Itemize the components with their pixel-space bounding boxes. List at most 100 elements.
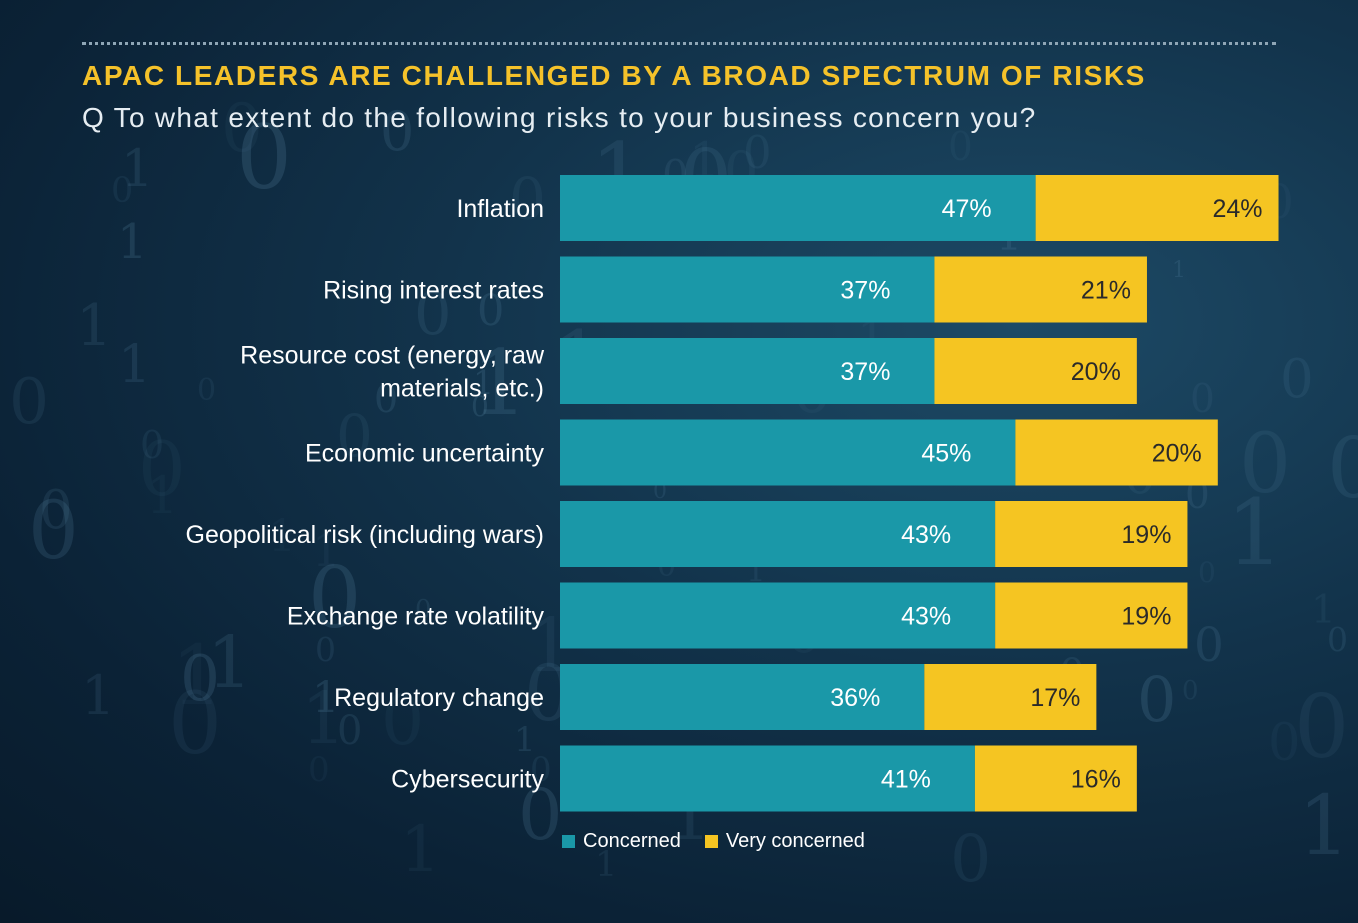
background-digit: 1 xyxy=(118,335,151,395)
chart-legend: Concerned Very concerned xyxy=(562,830,865,853)
category-label: Regulatory change xyxy=(334,684,544,712)
bar-concerned xyxy=(560,419,1016,486)
background-digit: 1 xyxy=(301,677,346,760)
category-label-line: Exchange rate volatility xyxy=(287,603,545,631)
category-label-line: materials, etc.) xyxy=(380,375,544,403)
background-digit: 0 xyxy=(336,402,373,470)
data-label-concerned: 37% xyxy=(840,358,890,386)
data-label-very-concerned: 21% xyxy=(1081,277,1131,305)
data-label-very-concerned: 20% xyxy=(1152,440,1202,468)
background-digit: 0 xyxy=(381,682,424,761)
category-label-line: Cybersecurity xyxy=(391,766,544,794)
background-digit: 1 xyxy=(514,720,536,760)
background-digit: 0 xyxy=(1268,714,1300,773)
background-digit: 0 xyxy=(1239,417,1291,512)
bar-concerned xyxy=(560,338,935,404)
legend-item-concerned: Concerned xyxy=(562,830,681,853)
background-digit: 0 xyxy=(1280,349,1314,410)
bar-very-concerned xyxy=(1015,419,1218,486)
bar-very-concerned xyxy=(995,501,1188,567)
category-label: Cybersecurity xyxy=(391,766,544,794)
background-digit: 0 xyxy=(180,642,220,715)
background-digit: 0 xyxy=(168,675,222,774)
legend-swatch-very-concerned xyxy=(704,835,718,848)
category-label-line: Rising interest rates xyxy=(323,277,544,305)
background-digit: 1 xyxy=(473,363,494,402)
category-label: Geopolitical risk (including wars) xyxy=(186,521,544,549)
background-digit: 0 xyxy=(471,390,489,423)
background-digit: 1 xyxy=(207,621,252,704)
category-label-line: Regulatory change xyxy=(334,684,544,712)
bar-concerned xyxy=(560,582,996,649)
background-digit: 0 xyxy=(39,480,73,541)
chart-title: APAC LEADERS ARE CHALLENGED BY A BROAD S… xyxy=(82,60,1146,91)
background-digit: 1 xyxy=(400,813,441,887)
background-digit: 0 xyxy=(308,750,330,790)
category-label: Exchange rate volatility xyxy=(287,603,545,631)
data-label-concerned: 45% xyxy=(921,440,971,468)
category-label: Resource cost (energy, raw materials, etc… xyxy=(240,342,545,403)
chart-subtitle: Q To what extent do the following risks … xyxy=(82,102,1037,133)
background-digit: 1 xyxy=(312,673,339,723)
background-digit: 1 xyxy=(1226,481,1284,586)
background-digit: 0 xyxy=(530,750,552,790)
background-digit: 1 xyxy=(1298,779,1350,874)
dotted-divider xyxy=(82,42,1276,45)
background-digit: 1 xyxy=(595,845,617,885)
background-digit: 0 xyxy=(140,423,164,467)
background-digit: 1 xyxy=(171,629,223,724)
background-digit: 0 xyxy=(1198,556,1216,589)
background-digit: 1 xyxy=(268,511,296,562)
data-label-very-concerned: 17% xyxy=(1030,684,1080,712)
background-digit: 1 xyxy=(81,664,115,727)
bar-concerned xyxy=(560,664,925,730)
category-label: Rising interest rates xyxy=(323,277,544,305)
background-digit: 0 xyxy=(743,126,772,179)
background-digit: 0 xyxy=(518,774,563,856)
bar-concerned xyxy=(560,501,996,567)
bar-very-concerned xyxy=(924,664,1097,730)
background-digit: 0 xyxy=(28,484,79,577)
background-digit: 0 xyxy=(509,165,546,233)
background-digit: 0 xyxy=(414,279,452,348)
data-label-very-concerned: 19% xyxy=(1121,603,1171,631)
background-digit: 1 xyxy=(1311,588,1336,633)
legend-label-very-concerned: Very concerned xyxy=(725,830,865,852)
background-digit: 0 xyxy=(950,822,991,897)
data-label-very-concerned: 20% xyxy=(1071,358,1121,386)
background-digit: 0 xyxy=(221,90,263,167)
background-digit: 0 xyxy=(308,549,361,647)
data-label-concerned: 36% xyxy=(830,684,880,712)
background-digit: 0 xyxy=(948,125,973,170)
data-label-concerned: 41% xyxy=(881,766,931,794)
bar-concerned xyxy=(560,175,1036,241)
background-digit: 0 xyxy=(380,100,414,163)
background-digit: 0 xyxy=(477,286,504,336)
background-digit: 0 xyxy=(1182,676,1199,706)
bar-very-concerned xyxy=(974,745,1137,812)
background-digit: 0 xyxy=(315,630,336,669)
data-label-concerned: 37% xyxy=(840,277,890,305)
data-label-concerned: 47% xyxy=(942,195,992,223)
bar-very-concerned xyxy=(1035,175,1279,241)
data-label-very-concerned: 16% xyxy=(1071,766,1121,794)
data-label-very-concerned: 19% xyxy=(1121,521,1171,549)
background-digit: 1 xyxy=(121,140,153,199)
background-digit: 1 xyxy=(312,524,341,577)
background-digit: 0 xyxy=(1294,676,1349,778)
background-digit: 1 xyxy=(76,293,112,359)
bar-concerned xyxy=(560,745,975,812)
background-digit: 0 xyxy=(1327,620,1348,659)
background-digit: 0 xyxy=(1137,663,1176,736)
background-digit: 0 xyxy=(197,373,216,408)
background-digit: 0 xyxy=(9,365,49,438)
background-digit: 0 xyxy=(111,171,133,211)
legend-item-very-concerned: Very concerned xyxy=(704,830,865,853)
legend-swatch-concerned xyxy=(562,835,575,848)
category-label-line: Inflation xyxy=(456,195,544,223)
background-digit: 1 xyxy=(471,331,528,436)
background-digit: 0 xyxy=(1194,618,1224,673)
category-label-line: Geopolitical risk (including wars) xyxy=(186,521,544,549)
category-label: Economic uncertainty xyxy=(305,440,545,468)
bar-concerned xyxy=(560,256,935,323)
